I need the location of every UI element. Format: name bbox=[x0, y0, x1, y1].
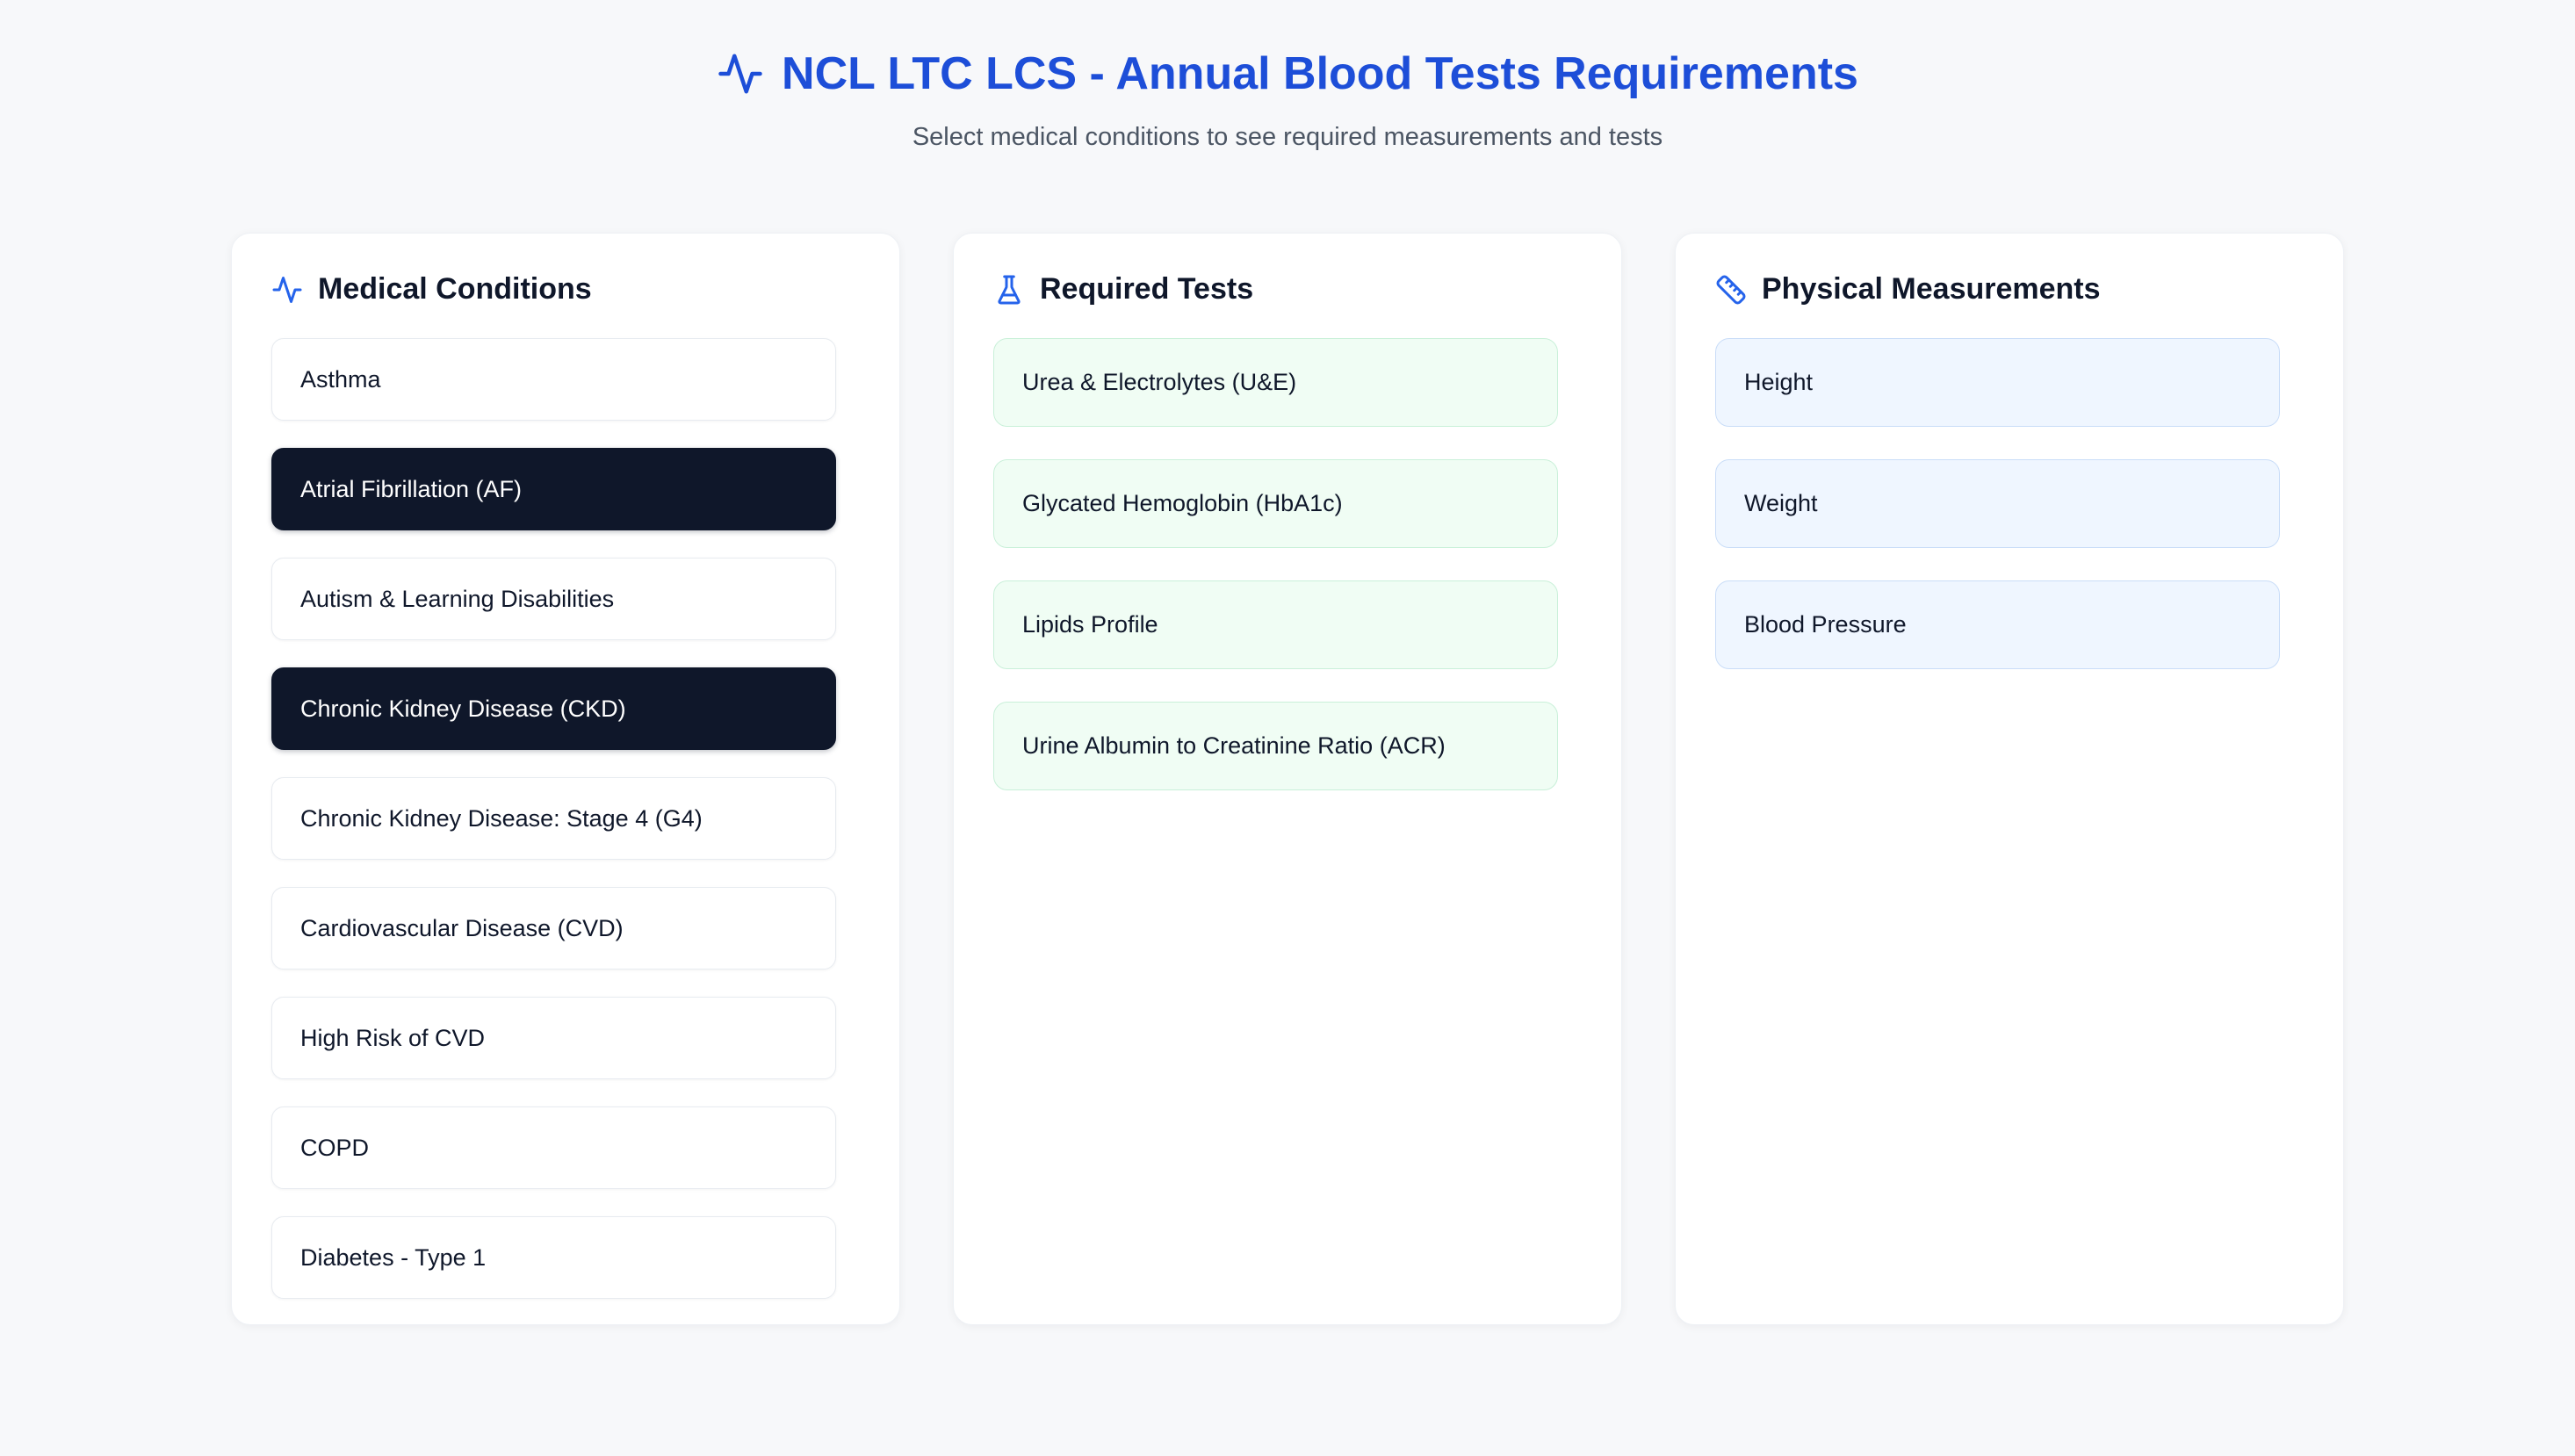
test-item: Urine Albumin to Creatinine Ratio (ACR) bbox=[993, 702, 1558, 790]
condition-item[interactable]: Cardiovascular Disease (CVD) bbox=[271, 887, 836, 969]
physical-measurements-header: Physical Measurements bbox=[1715, 272, 2304, 306]
condition-item[interactable]: Chronic Kidney Disease (CKD) bbox=[271, 667, 836, 750]
physical-measurements-panel: Physical Measurements Height Weight Blood … bbox=[1675, 233, 2344, 1325]
condition-item[interactable]: Atrial Fibrillation (AF) bbox=[271, 448, 836, 530]
physical-measurements-list: Height Weight Blood Pressure bbox=[1715, 338, 2304, 669]
page-title: NCL LTC LCS - Annual Blood Tests Require… bbox=[782, 48, 1858, 99]
physical-measurements-title: Physical Measurements bbox=[1762, 272, 2101, 306]
page-header: NCL LTC LCS - Annual Blood Tests Require… bbox=[0, 0, 2575, 152]
medical-conditions-header: Medical Conditions bbox=[271, 272, 860, 306]
measurement-item: Blood Pressure bbox=[1715, 580, 2280, 669]
test-item: Urea & Electrolytes (U&E) bbox=[993, 338, 1558, 427]
condition-item[interactable]: High Risk of CVD bbox=[271, 997, 836, 1079]
required-tests-list: Urea & Electrolytes (U&E) Glycated Hemogl… bbox=[993, 338, 1582, 790]
title-row: NCL LTC LCS - Annual Blood Tests Require… bbox=[0, 47, 2575, 100]
condition-item[interactable]: Chronic Kidney Disease: Stage 4 (G4) bbox=[271, 777, 836, 860]
medical-conditions-title: Medical Conditions bbox=[318, 272, 592, 306]
test-item: Glycated Hemoglobin (HbA1c) bbox=[993, 459, 1558, 548]
condition-item[interactable]: Autism & Learning Disabilities bbox=[271, 558, 836, 640]
activity-icon bbox=[717, 50, 764, 97]
test-item: Lipids Profile bbox=[993, 580, 1558, 669]
medical-conditions-list: Asthma Atrial Fibrillation (AF) Autism & L… bbox=[271, 338, 860, 1299]
flask-icon bbox=[993, 274, 1025, 306]
required-tests-title: Required Tests bbox=[1040, 272, 1254, 306]
condition-item[interactable]: Asthma bbox=[271, 338, 836, 421]
medical-conditions-panel: Medical Conditions Asthma Atrial Fibrilla… bbox=[231, 233, 900, 1325]
panels-row: Medical Conditions Asthma Atrial Fibrilla… bbox=[0, 233, 2575, 1325]
measurement-item: Height bbox=[1715, 338, 2280, 427]
condition-item[interactable]: Diabetes - Type 1 bbox=[271, 1216, 836, 1299]
required-tests-header: Required Tests bbox=[993, 272, 1582, 306]
ruler-icon bbox=[1715, 274, 1747, 306]
activity-icon bbox=[271, 274, 303, 306]
page-subtitle: Select medical conditions to see require… bbox=[912, 123, 1663, 151]
required-tests-panel: Required Tests Urea & Electrolytes (U&E)… bbox=[953, 233, 1622, 1325]
condition-item[interactable]: COPD bbox=[271, 1106, 836, 1189]
measurement-item: Weight bbox=[1715, 459, 2280, 548]
